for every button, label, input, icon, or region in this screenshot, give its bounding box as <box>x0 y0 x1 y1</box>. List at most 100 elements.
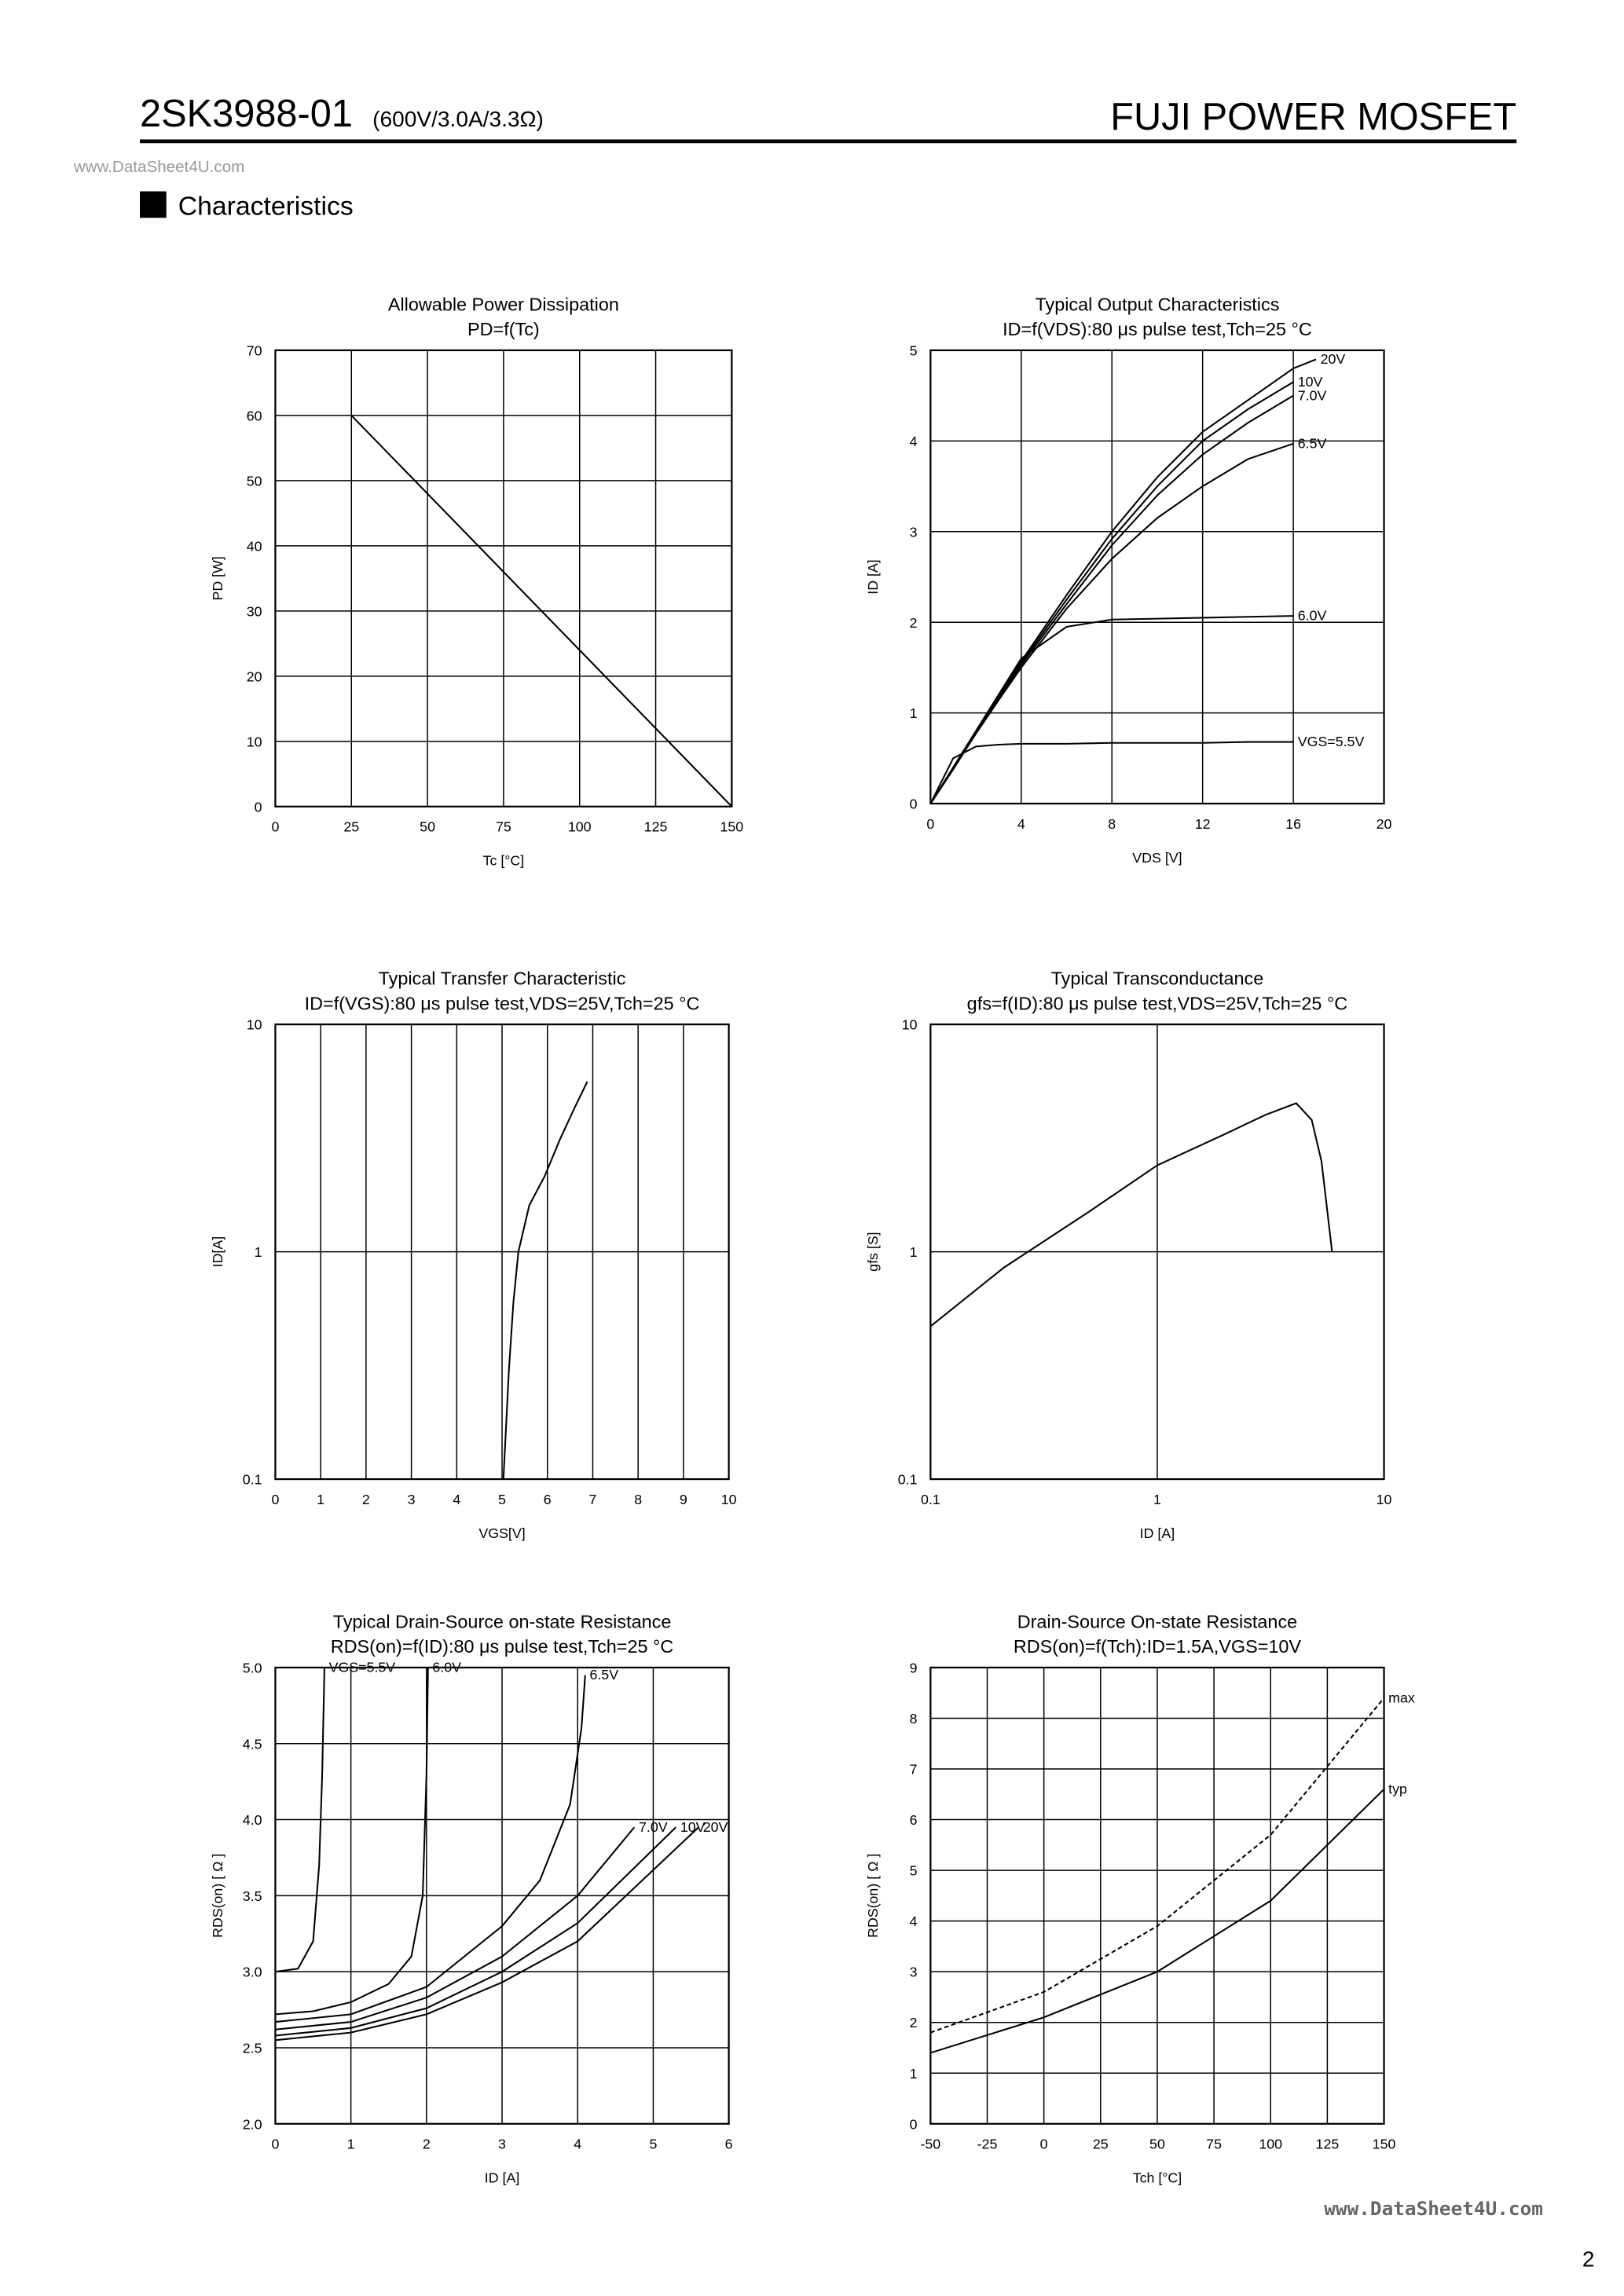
y-axis-label: gfs [S] <box>865 1232 881 1271</box>
y-tick-label: 0.1 <box>243 1472 262 1488</box>
y-tick-label: 60 <box>247 408 262 423</box>
x-axis-label: ID [A] <box>485 2170 520 2186</box>
x-tick-label: 1 <box>317 1492 324 1507</box>
chart-subtitle: RDS(on)=f(ID):80 μs pulse test,Tch=25 °C <box>331 1636 674 1657</box>
x-tick-label: 4 <box>574 2137 581 2152</box>
x-tick-label: 50 <box>420 819 435 835</box>
series-line <box>275 1826 699 2041</box>
x-tick-label: 0.1 <box>921 1492 940 1507</box>
x-tick-label: 125 <box>1316 2137 1340 2152</box>
x-tick-label: 50 <box>1149 2137 1165 2152</box>
series-line <box>275 1826 677 2037</box>
x-tick-label: 0 <box>271 2137 279 2152</box>
x-tick-label: 3 <box>498 2137 506 2152</box>
x-tick-label: 8 <box>634 1492 642 1507</box>
x-tick-label: 10 <box>721 1492 737 1507</box>
y-tick-label: 3 <box>910 1965 918 1980</box>
series-line <box>275 1667 325 1973</box>
x-tick-label: 1 <box>1153 1492 1161 1507</box>
x-tick-label: 25 <box>343 819 359 835</box>
series-line <box>275 1826 636 2031</box>
x-tick-label: 20 <box>1377 816 1392 832</box>
series-label: 7.0V <box>1298 387 1327 403</box>
chart-subtitle: ID=f(VGS):80 μs pulse test,VDS=25V,Tch=2… <box>305 993 700 1013</box>
y-tick-label: 70 <box>247 343 262 359</box>
x-tick-label: 8 <box>1108 816 1116 832</box>
chart-subtitle: PD=f(Tc) <box>467 319 540 339</box>
x-tick-label: 125 <box>644 819 668 835</box>
y-tick-label: 10 <box>247 734 262 749</box>
x-tick-label: 9 <box>680 1492 687 1507</box>
series-line <box>929 442 1294 804</box>
x-tick-label: 150 <box>720 819 744 835</box>
x-axis-label: VDS [V] <box>1132 850 1182 866</box>
section-bullet <box>140 191 167 218</box>
y-axis-label: ID[A] <box>210 1236 225 1268</box>
y-tick-label: 10 <box>247 1017 262 1033</box>
x-tick-label: 100 <box>568 819 592 835</box>
part-number: 2SK3988-01 <box>140 93 353 135</box>
x-tick-label: 0 <box>1040 2137 1048 2152</box>
series-label: 20V <box>1321 351 1346 367</box>
y-tick-label: 0 <box>255 799 262 815</box>
x-tick-label: 2 <box>362 1492 370 1507</box>
y-tick-label: 30 <box>247 603 262 619</box>
series-line <box>350 415 733 807</box>
chart-title: Drain-Source On-state Resistance <box>1017 1611 1297 1631</box>
x-tick-label: 6 <box>544 1492 552 1507</box>
y-tick-label: 1 <box>910 705 918 721</box>
series-line <box>929 358 1317 804</box>
x-tick-label: 7 <box>589 1492 597 1507</box>
page-number: 2 <box>1582 2247 1595 2272</box>
series-line <box>929 615 1294 804</box>
series-line <box>275 1675 586 2023</box>
series-label: 20V <box>703 1819 728 1835</box>
series-label: 6.0V <box>432 1660 461 1675</box>
y-tick-label: 5 <box>910 343 918 359</box>
y-tick-label: 0 <box>910 2116 918 2132</box>
series-label: VGS=5.5V <box>1298 734 1365 749</box>
footer-watermark: www.DataSheet4U.com <box>1324 2197 1543 2220</box>
x-tick-label: 5 <box>498 1492 506 1507</box>
y-tick-label: 4 <box>910 1913 918 1929</box>
section-title: Characteristics <box>178 192 354 222</box>
chart-title: Allowable Power Dissipation <box>388 294 619 314</box>
y-tick-label: 5.0 <box>243 1660 262 1675</box>
y-axis-label: PD [W] <box>210 556 225 600</box>
x-tick-label: 0 <box>271 1492 279 1507</box>
series-line <box>930 1789 1385 2054</box>
series-label: VGS=5.5V <box>329 1660 396 1675</box>
x-tick-label: -25 <box>977 2137 998 2152</box>
x-tick-label: 4 <box>1017 816 1025 832</box>
chart-subtitle: RDS(on)=f(Tch):ID=1.5A,VGS=10V <box>1014 1636 1302 1657</box>
brand: FUJI POWER MOSFET <box>1110 96 1516 138</box>
series-label: max <box>1388 1690 1415 1705</box>
x-tick-label: 75 <box>496 819 511 835</box>
rating: (600V/3.0A/3.3Ω) <box>372 107 544 131</box>
y-tick-label: 10 <box>902 1017 918 1033</box>
y-tick-label: 2 <box>910 615 918 631</box>
series-line <box>275 1667 429 2016</box>
x-tick-label: 0 <box>271 819 279 835</box>
chart-title: Typical Transconductance <box>1051 969 1264 989</box>
series-label: 6.5V <box>589 1667 618 1683</box>
x-tick-label: 100 <box>1259 2137 1282 2152</box>
x-tick-label: 0 <box>926 816 934 832</box>
series-label: 10V <box>1298 374 1323 390</box>
x-tick-label: 12 <box>1195 816 1211 832</box>
y-tick-label: 2 <box>910 2015 918 2031</box>
x-tick-label: 4 <box>453 1492 460 1507</box>
series-label: 6.5V <box>1298 435 1327 451</box>
chart-subtitle: gfs=f(ID):80 μs pulse test,VDS=25V,Tch=2… <box>967 993 1348 1013</box>
y-tick-label: 4 <box>910 434 918 449</box>
y-tick-label: 1 <box>910 2066 918 2082</box>
y-tick-label: 5 <box>910 1863 918 1879</box>
y-tick-label: 0 <box>910 796 918 812</box>
chart-title: Typical Drain-Source on-state Resistance <box>333 1611 672 1631</box>
y-tick-label: 40 <box>247 538 262 554</box>
x-tick-label: 6 <box>725 2137 733 2152</box>
series-line <box>502 1081 588 1480</box>
y-tick-label: 4.0 <box>243 1812 262 1828</box>
